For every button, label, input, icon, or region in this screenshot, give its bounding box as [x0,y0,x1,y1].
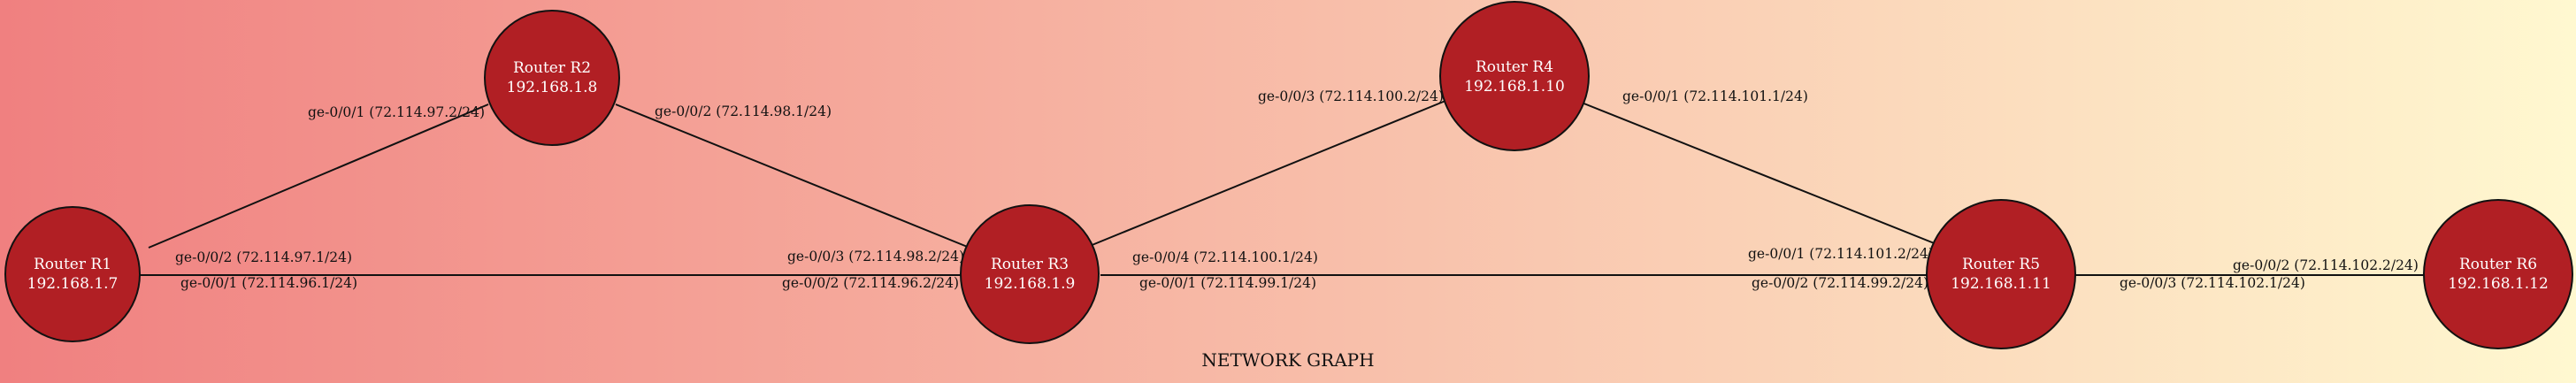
edge-label-r4-r5-from: ge-0/0/1 (72.114.101.1/24) [1622,88,1808,104]
router-circle [4,206,141,342]
edge-label-r3-r4-from: ge-0/0/4 (72.114.100.1/24) [1132,249,1318,265]
router-ip: 192.168.1.11 [1951,275,2051,293]
router-name: Router R1 [34,256,111,273]
graph-title: NETWORK GRAPH [1201,349,1374,371]
edge-label-r5-r6-from: ge-0/0/3 (72.114.102.1/24) [2120,275,2305,291]
edge-label-r2-r3-from: ge-0/0/2 (72.114.98.1/24) [655,103,832,119]
router-node-r6[interactable]: Router R6 192.168.1.12 [2423,199,2573,349]
edge-label-r1-r2-to: ge-0/0/1 (72.114.97.2/24) [308,104,485,120]
edge-label-r2-r3-to: ge-0/0/3 (72.114.98.2/24) [787,249,964,264]
edge-label-r4-r5-to: ge-0/0/1 (72.114.101.2/24) [1748,246,1934,262]
edge-label-r1-r3-from: ge-0/0/1 (72.114.96.1/24) [180,275,357,291]
router-node-r2[interactable]: Router R2 192.168.1.8 [484,10,620,146]
edge-r3-r4 [1089,100,1446,247]
router-circle [484,10,620,146]
edge-r4-r5 [1581,102,1942,247]
edge-label-r3-r5-from: ge-0/0/1 (72.114.99.1/24) [1139,275,1316,291]
edge-r2-r3 [615,103,970,249]
edge-label-r1-r2-from: ge-0/0/2 (72.114.97.1/24) [175,249,352,265]
router-name: Router R3 [991,256,1069,273]
router-name: Router R4 [1476,58,1553,76]
router-ip: 192.168.1.12 [2448,275,2549,293]
edge-label-r5-r6-to: ge-0/0/2 (72.114.102.2/24) [2233,257,2419,273]
router-node-r1[interactable]: Router R1 192.168.1.7 [4,206,141,342]
router-node-r3[interactable]: Router R3 192.168.1.9 [960,204,1100,344]
router-ip: 192.168.1.8 [507,79,598,96]
router-node-r4[interactable]: Router R4 192.168.1.10 [1439,1,1590,151]
router-circle [1439,1,1590,151]
edge-r1-r2 [148,103,489,249]
router-name: Router R5 [1962,256,2040,273]
edge-label-r1-r3-to: ge-0/0/2 (72.114.96.2/24) [782,275,959,291]
edge-label-r3-r5-to: ge-0/0/2 (72.114.99.2/24) [1752,275,1928,291]
router-ip: 192.168.1.7 [27,275,119,293]
router-node-r5[interactable]: Router R5 192.168.1.11 [1926,199,2076,349]
router-name: Router R2 [513,59,591,77]
router-name: Router R6 [2459,256,2537,273]
router-circle [1926,199,2076,349]
router-circle [960,204,1100,344]
router-ip: 192.168.1.9 [985,275,1076,293]
router-circle [2423,199,2573,349]
edge-label-r3-r4-to: ge-0/0/3 (72.114.100.2/24) [1258,88,1444,104]
router-ip: 192.168.1.10 [1464,78,1565,96]
